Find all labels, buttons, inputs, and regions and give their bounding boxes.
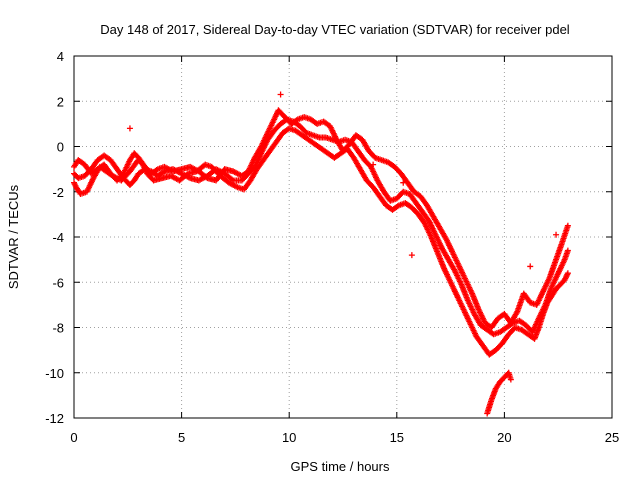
data-point [507,376,514,383]
y-axis-label: SDTVAR / TECUs [6,184,21,289]
data-point [400,179,407,186]
data-points [71,91,571,417]
y-tick-label: -2 [52,185,64,200]
y-tick-label: -8 [52,321,64,336]
data-point [553,231,560,238]
data-point [564,247,571,254]
data-point [370,161,377,168]
x-tick-label: 25 [605,430,619,445]
y-tick-label: 0 [57,140,64,155]
data-point [203,174,210,181]
y-tick-label: 2 [57,94,64,109]
grid-lines [74,56,612,418]
data-point [527,263,534,270]
data-point [229,176,236,183]
data-point [564,270,571,277]
x-tick-label: 5 [178,430,185,445]
y-tick-label: -12 [45,411,64,426]
x-axis-label: GPS time / hours [291,459,390,474]
data-point [126,125,133,132]
y-tick-label: -4 [52,230,64,245]
chart-title: Day 148 of 2017, Sidereal Day-to-day VTE… [100,22,570,37]
y-tick-label: -6 [52,275,64,290]
x-tick-label: 20 [497,430,511,445]
x-tick-label: 10 [282,430,296,445]
y-tick-label: 4 [57,49,64,64]
x-tick-label: 15 [390,430,404,445]
data-point [564,222,571,229]
x-tick-label: 0 [70,430,77,445]
y-tick-label: -10 [45,366,64,381]
data-point [277,91,284,98]
data-point [408,252,415,259]
